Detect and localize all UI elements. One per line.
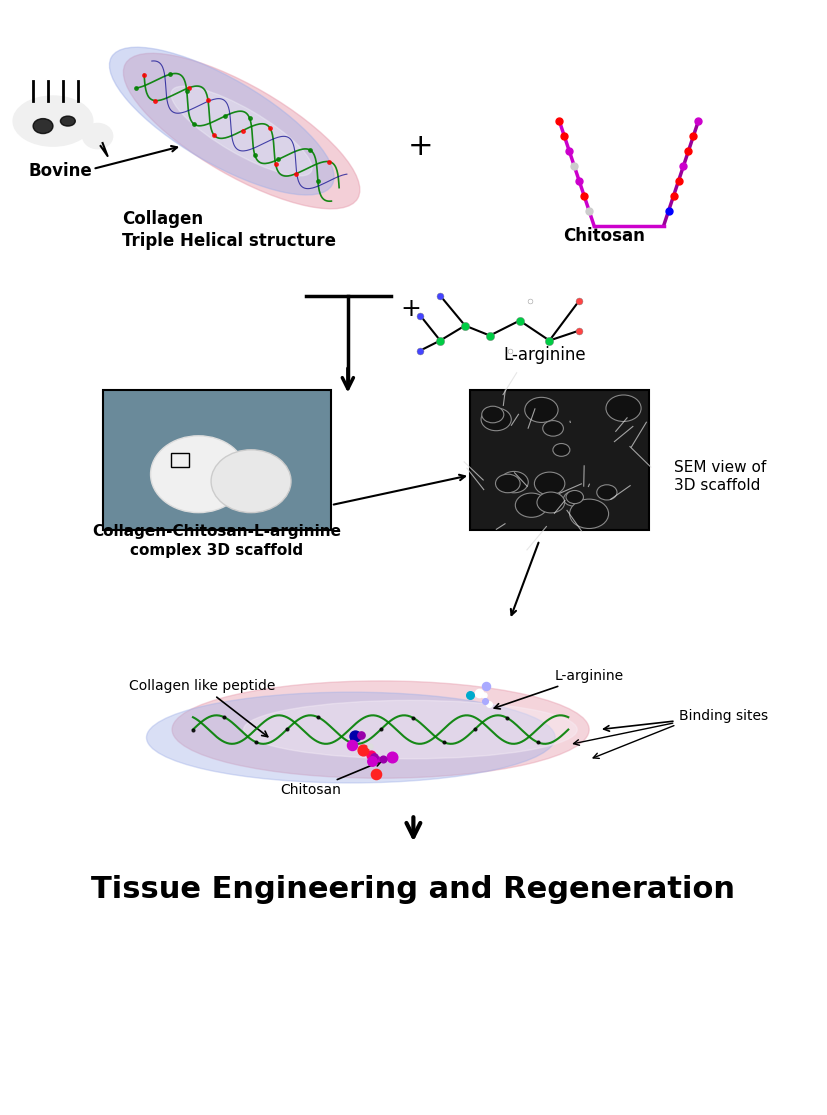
Text: +: + [400, 297, 421, 321]
Ellipse shape [543, 420, 563, 436]
Text: Bovine: Bovine [28, 162, 92, 180]
Ellipse shape [60, 116, 75, 126]
Ellipse shape [495, 474, 520, 493]
Ellipse shape [525, 397, 558, 423]
Text: Tissue Engineering and Regeneration: Tissue Engineering and Regeneration [92, 874, 735, 903]
Text: Collagen-Chitosan-L-arginine
complex 3D scaffold: Collagen-Chitosan-L-arginine complex 3D … [93, 524, 342, 558]
Ellipse shape [553, 444, 570, 456]
Text: Collagen like peptide: Collagen like peptide [129, 679, 275, 737]
Text: Chitosan: Chitosan [563, 226, 645, 245]
Ellipse shape [83, 124, 112, 148]
Ellipse shape [570, 500, 609, 529]
Text: SEM view of
3D scaffold: SEM view of 3D scaffold [673, 459, 766, 493]
Ellipse shape [534, 472, 565, 495]
Ellipse shape [515, 493, 547, 517]
Text: L-arginine: L-arginine [503, 347, 586, 365]
Bar [171, 454, 189, 467]
Ellipse shape [151, 436, 246, 513]
Ellipse shape [123, 54, 360, 209]
Ellipse shape [597, 485, 617, 500]
Ellipse shape [606, 395, 641, 421]
Ellipse shape [481, 408, 511, 430]
FancyBboxPatch shape [470, 390, 648, 530]
Text: Binding sites: Binding sites [604, 709, 767, 731]
Ellipse shape [171, 86, 312, 176]
Ellipse shape [13, 96, 93, 146]
Text: Collagen
Triple Helical structure: Collagen Triple Helical structure [122, 210, 337, 250]
Ellipse shape [33, 118, 53, 134]
Ellipse shape [566, 491, 583, 504]
Text: +: + [408, 132, 433, 161]
Ellipse shape [500, 472, 528, 493]
Ellipse shape [482, 406, 504, 423]
Ellipse shape [146, 692, 555, 783]
Text: L-arginine: L-arginine [495, 669, 624, 709]
Text: Chitosan: Chitosan [280, 760, 381, 797]
Ellipse shape [537, 492, 565, 513]
Ellipse shape [211, 449, 291, 513]
FancyBboxPatch shape [103, 390, 331, 530]
Ellipse shape [172, 681, 589, 778]
Ellipse shape [109, 47, 334, 195]
Ellipse shape [564, 492, 583, 506]
Ellipse shape [244, 700, 577, 758]
